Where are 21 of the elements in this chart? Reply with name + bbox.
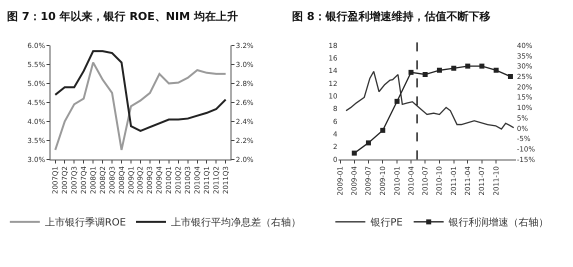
point [408, 70, 414, 75]
point [451, 66, 456, 71]
line-series [54, 62, 227, 151]
point [352, 150, 357, 156]
point [366, 140, 371, 146]
point [494, 68, 499, 73]
point [436, 68, 442, 73]
point [394, 98, 400, 104]
legend-label: 银行利润增速（右轴） [448, 216, 549, 229]
point [479, 64, 484, 69]
point [422, 72, 428, 77]
point [465, 64, 470, 69]
line-series [54, 50, 227, 132]
legend-label: 上市银行平均净息差（右轴） [170, 216, 301, 229]
legend-label: 银行PE [369, 218, 403, 229]
legend-label: 上市银行季调ROE [44, 216, 126, 229]
point [380, 128, 386, 133]
chart-title: 图 7：10 年以来，银行 ROE、NIM 均在上升 [7, 10, 238, 23]
chart-title: 图 8：银行盈利增速维持，估值不断下移 [292, 10, 490, 23]
line-series [345, 70, 514, 130]
point [508, 74, 513, 80]
